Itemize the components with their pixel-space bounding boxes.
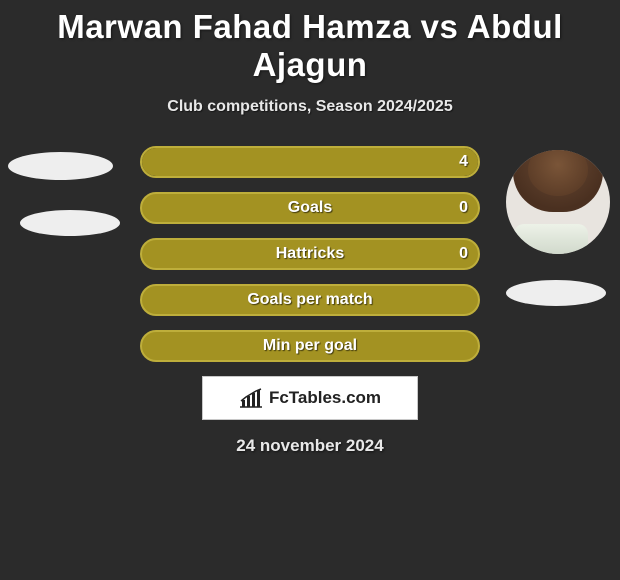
- player-left-placeholder-2: [20, 210, 120, 236]
- right-player-col: [506, 146, 610, 306]
- stat-bar-fill: [142, 148, 478, 176]
- comparison-content: Matches4 Goals 0 Hattricks 0 Goals per match M…: [0, 146, 620, 456]
- page-subtitle: Club competitions, Season 2024/2025: [0, 98, 620, 116]
- stat-bar-value-right: 4: [459, 153, 468, 171]
- stat-bar-value-right: 0: [459, 245, 468, 263]
- stat-bar: Min per goal: [140, 330, 480, 362]
- brand-text: FcTables.com: [269, 388, 381, 408]
- bar-chart-icon: [239, 388, 263, 408]
- player-right-avatar: [506, 150, 610, 254]
- stat-bar: Hattricks 0: [140, 238, 480, 270]
- stat-bar: Goals 0: [140, 192, 480, 224]
- stat-bar-label: Hattricks: [276, 245, 344, 263]
- player-right-placeholder-1: [506, 280, 606, 306]
- left-player-col: [8, 146, 120, 236]
- stat-bars: Matches4 Goals 0 Hattricks 0 Goals per match M…: [140, 146, 480, 362]
- stat-bar: Matches4: [140, 146, 480, 178]
- page-title: Marwan Fahad Hamza vs Abdul Ajagun: [0, 0, 620, 84]
- player-left-placeholder-1: [8, 152, 113, 180]
- stat-bar-label: Goals: [288, 199, 332, 217]
- stat-bar-label: Min per goal: [263, 337, 357, 355]
- date-label: 24 november 2024: [0, 436, 620, 456]
- brand-card[interactable]: FcTables.com: [202, 376, 418, 420]
- stat-bar: Goals per match: [140, 284, 480, 316]
- stat-bar-value-right: 0: [459, 199, 468, 217]
- stat-bar-label: Goals per match: [247, 291, 372, 309]
